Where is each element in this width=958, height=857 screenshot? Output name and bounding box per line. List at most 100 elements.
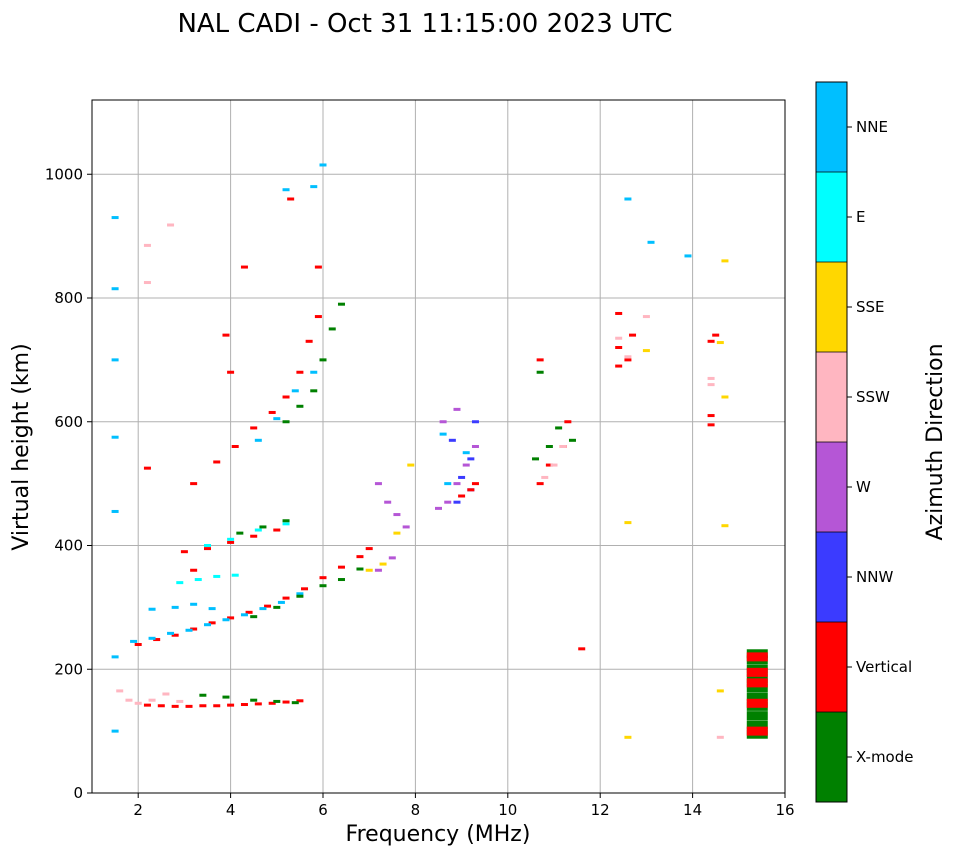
echo-point (213, 704, 221, 708)
echo-point (624, 358, 632, 362)
echo-point (402, 525, 410, 529)
echo-point (277, 600, 285, 604)
echo-point (471, 482, 479, 486)
echo-point (746, 652, 768, 662)
colorbar-segment (816, 442, 847, 532)
echo-point (282, 700, 290, 704)
echo-point (555, 426, 563, 430)
echo-point (273, 605, 281, 609)
x-tick-label: 12 (591, 801, 610, 819)
echo-point (536, 370, 544, 374)
echo-point (134, 643, 142, 646)
x-axis-ticks: 2 4 6 8 10 12 14 16 (133, 793, 795, 819)
echo-point (536, 482, 544, 486)
colorbar-tick-label: SSW (856, 388, 890, 406)
echo-point (167, 223, 175, 227)
echo-point (282, 519, 290, 523)
echo-point (471, 445, 479, 448)
echo-point (624, 735, 632, 739)
echo-point (684, 254, 692, 258)
echo-point (282, 395, 290, 399)
echo-point (532, 457, 540, 461)
echo-point (435, 506, 442, 510)
echo-point (296, 592, 304, 596)
echo-point (462, 451, 470, 455)
echo-point (190, 568, 198, 572)
echo-point (615, 346, 623, 349)
echo-point (615, 364, 623, 368)
echo-point (213, 574, 221, 578)
echo-point (287, 197, 295, 201)
echo-point (642, 349, 650, 353)
echo-point (111, 216, 119, 220)
y-tick-label: 0 (73, 784, 83, 802)
echo-point (282, 188, 290, 192)
echo-point (254, 528, 262, 532)
y-axis-label: Virtual height (km) (9, 343, 34, 550)
echo-point (204, 547, 211, 551)
echo-point (236, 531, 244, 535)
echo-point (356, 555, 364, 559)
echo-point (185, 628, 193, 632)
x-tick-label: 10 (498, 801, 517, 819)
echo-point (388, 556, 396, 560)
echo-point (171, 704, 179, 708)
colorbar-label: Azimuth Direction (923, 343, 948, 540)
echo-point (536, 358, 544, 362)
echo-point (153, 638, 161, 642)
echo-point (240, 703, 248, 707)
echo-point (199, 693, 207, 697)
echo-point (143, 466, 151, 470)
echo-point (746, 667, 768, 677)
colorbar-tick-label: W (856, 478, 871, 496)
echo-point (296, 370, 304, 374)
echo-point (314, 315, 322, 319)
echo-point (111, 655, 119, 659)
echo-point (721, 395, 729, 399)
echo-point (204, 623, 211, 627)
echo-point (716, 735, 724, 739)
echo-point (273, 528, 281, 532)
echo-point (227, 537, 235, 541)
echo-point (143, 243, 151, 247)
echo-point (190, 627, 198, 631)
echo-point (213, 460, 221, 464)
x-tick-label: 8 (411, 801, 421, 819)
y-tick-label: 200 (54, 660, 83, 678)
echo-point (167, 631, 175, 635)
echo-point (707, 376, 715, 380)
echo-point (130, 639, 138, 643)
echo-point (467, 457, 475, 461)
echo-point (190, 602, 198, 606)
echo-point (176, 699, 184, 703)
echo-point (111, 729, 119, 733)
echo-point (746, 698, 768, 708)
echo-point (541, 475, 549, 479)
echo-point (615, 311, 623, 315)
echo-point (453, 500, 461, 504)
echo-point (550, 463, 558, 467)
colorbar-tick-label: E (856, 208, 865, 226)
chart-title: NAL CADI - Oct 31 11:15:00 2023 UTC (177, 9, 672, 39)
y-tick-label: 800 (54, 289, 83, 307)
echo-point (471, 420, 479, 424)
echo-point (716, 341, 724, 345)
echo-point (746, 683, 768, 693)
echo-point (624, 197, 632, 201)
echo-point (245, 610, 253, 614)
echo-point (721, 524, 729, 528)
echo-point (407, 463, 415, 467)
echo-point (746, 678, 768, 688)
echo-point (365, 547, 373, 551)
echo-point (273, 699, 281, 703)
echo-point (365, 568, 373, 572)
echo-point (222, 618, 230, 622)
echo-point (282, 522, 290, 526)
echo-point (157, 704, 165, 708)
echo-point (231, 445, 239, 448)
echo-point (227, 703, 235, 707)
echo-point (444, 500, 452, 504)
echo-point (647, 240, 655, 244)
colorbar-tick-label: NNW (856, 568, 893, 586)
